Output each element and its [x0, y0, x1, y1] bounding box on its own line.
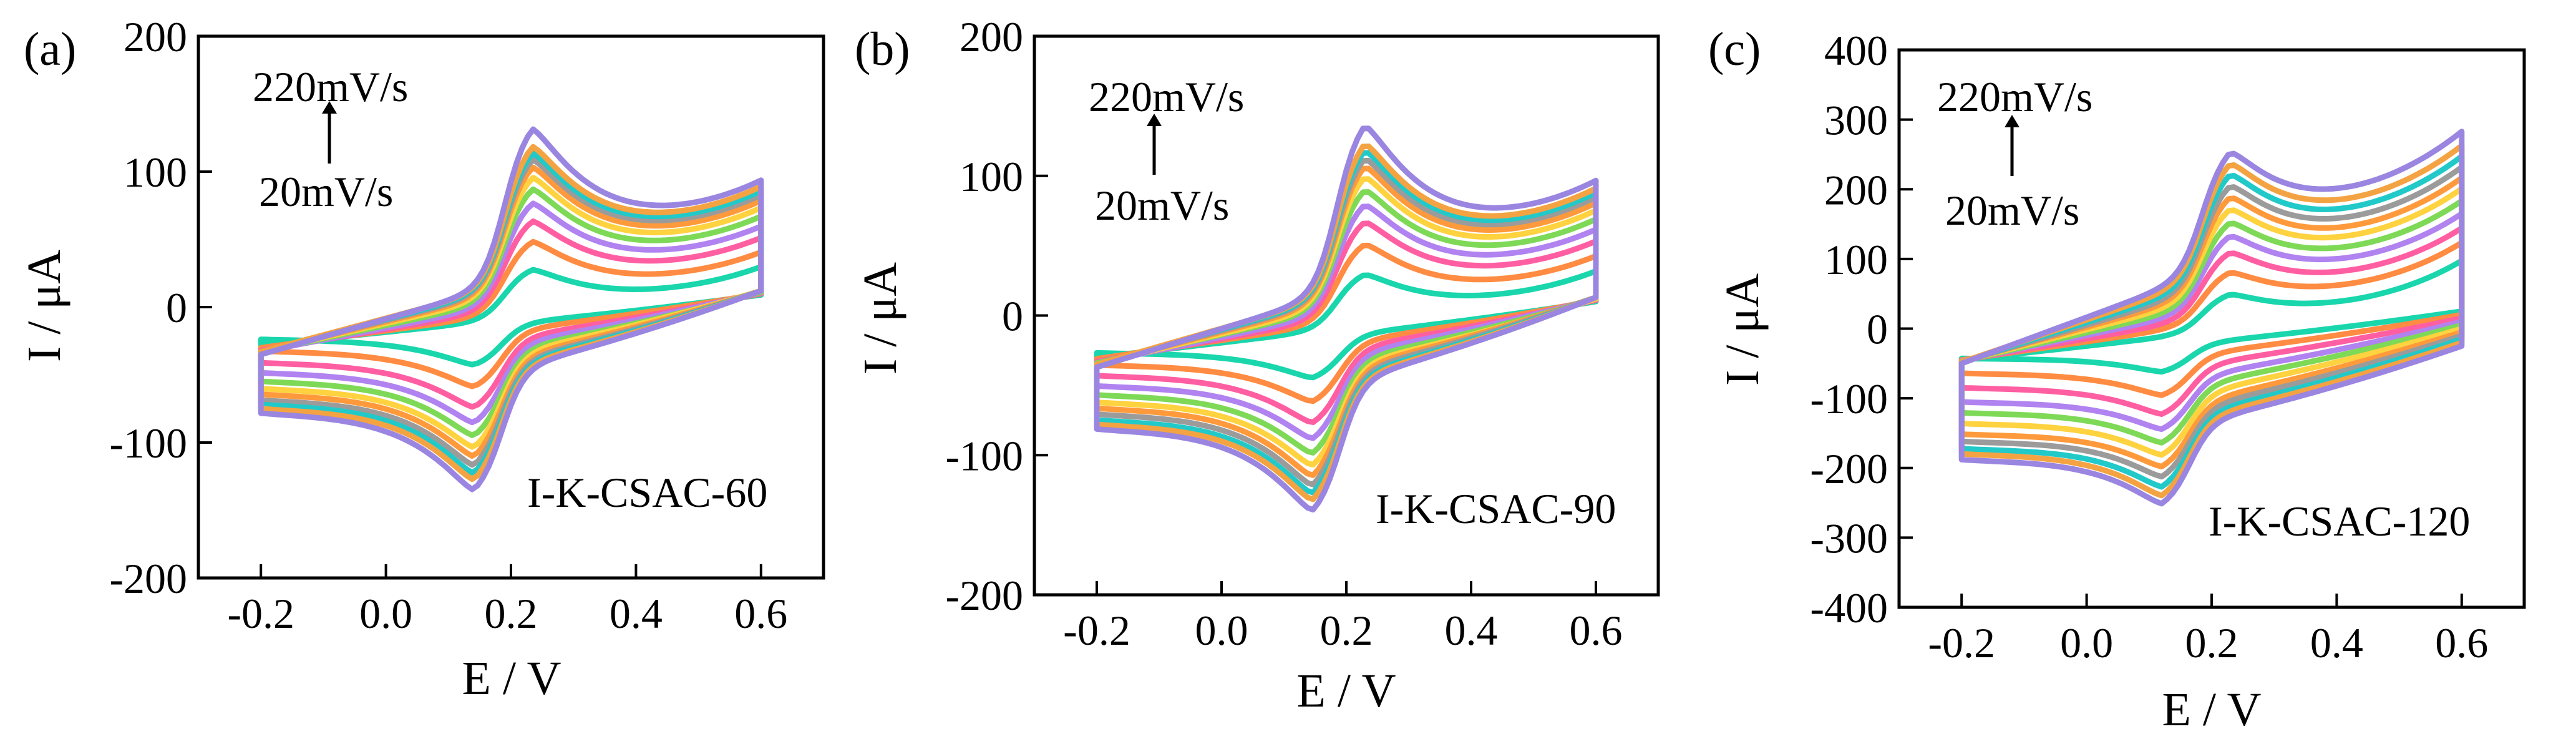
panel-a-sample-label: I-K-CSAC-60: [527, 469, 767, 516]
panel-a-axes: -0.2 0.0 0.2 0.4 0.6 200 100 0 -100 -200: [109, 13, 787, 637]
panel-c-x-tick-label-0: -0.2: [1928, 619, 1995, 667]
panel-c-y-tick-label-1: 300: [1824, 97, 1888, 144]
panel-b-y-tick-label-0: 200: [960, 13, 1023, 61]
panel-c-x-tick-label-2: 0.2: [2185, 619, 2238, 667]
panel-a-x-tick-label-4: 0.6: [734, 590, 787, 637]
panel-a-x-tick-label-1: 0.0: [359, 590, 412, 637]
panel-b-x-tick-label-1: 0.0: [1195, 607, 1248, 654]
panel-c-plot-frame: [1897, 48, 2526, 609]
panel-c-x-tick-label-4: 0.6: [2435, 619, 2488, 667]
panel-c-y-tick-label-0: 400: [1824, 27, 1888, 74]
panel-a-y-tick-label-3: -100: [109, 419, 187, 467]
panel-b-letter: (b): [855, 23, 910, 76]
panel-a-arrow-icon: [322, 101, 337, 164]
panel-b-cv-curve-220mVs: [1094, 125, 1599, 513]
panel-b-y-tick-label-1: 100: [960, 153, 1023, 200]
panel-a-x-title: E / V: [462, 652, 561, 705]
panel-b-y-tick-label-3: -100: [945, 432, 1023, 479]
panel-c-y-tick-label-5: -100: [1810, 375, 1888, 423]
panel-c: (c) -0.2 0.0 0.2 0.4 0.6 400 300 200 100 0 -100 -20…: [1708, 23, 2526, 736]
panel-c-y-tick-label-8: -400: [1810, 584, 1888, 632]
panel-c-y-tick-label-3: 100: [1824, 236, 1888, 283]
panel-b-sample-label: I-K-CSAC-90: [1376, 485, 1616, 532]
panel-c-x-title: E / V: [2162, 683, 2261, 736]
panel-b-scan-rate-bottom: 20mV/s: [1095, 182, 1229, 229]
panel-c-scan-rate-top: 220mV/s: [1937, 73, 2092, 120]
panel-a-x-tick-label-3: 0.4: [610, 590, 663, 637]
panel-b-curves: [1094, 125, 1599, 513]
panel-b-x-tick-label-3: 0.4: [1445, 607, 1498, 654]
panel-a-cv-curve-220mVs: [258, 126, 764, 492]
panel-a-y-tick-label-0: 200: [124, 13, 187, 61]
panel-b-plot-frame: [1033, 34, 1660, 597]
panel-c-x-tick-label-1: 0.0: [2060, 619, 2113, 667]
panel-b-x-tick-label-4: 0.6: [1570, 607, 1623, 654]
panel-c-letter: (c): [1708, 23, 1761, 76]
panel-c-x-tick-label-3: 0.4: [2310, 619, 2363, 667]
panel-b-y-title: I / μA: [854, 262, 906, 374]
panel-c-scan-rate-bottom: 20mV/s: [1945, 187, 2079, 234]
panel-c-curves: [1958, 129, 2465, 507]
panel-a: (a) -0.2 0.0 0.2 0.4 0.6 200 100 0 -100 -200 220m…: [18, 13, 825, 705]
panel-b-arrow-icon: [1147, 114, 1162, 175]
panel-c-axes: -0.2 0.0 0.2 0.4 0.6 400 300 200 100 0 -100 -200 -30…: [1810, 27, 2488, 667]
panel-b-x-title: E / V: [1296, 665, 1396, 717]
panel-c-sample-label: I-K-CSAC-120: [2209, 497, 2470, 545]
panel-b-scan-rate-top: 220mV/s: [1089, 73, 1244, 120]
panel-a-curves: [258, 126, 764, 492]
panel-c-cv-curve-220mVs: [1958, 129, 2465, 507]
panel-a-y-title: I / μA: [18, 250, 70, 362]
panel-c-arrow-icon: [2005, 115, 2019, 176]
panel-b-y-tick-label-2: 0: [1002, 293, 1023, 340]
panel-a-y-tick-label-1: 100: [124, 149, 187, 196]
panel-a-scan-rate-top: 220mV/s: [253, 63, 408, 110]
panel-c-y-title: I / μA: [1716, 273, 1769, 386]
panel-a-y-tick-label-2: 0: [166, 284, 187, 331]
panel-a-x-tick-label-2: 0.2: [485, 590, 538, 637]
panel-b-x-tick-label-2: 0.2: [1320, 607, 1373, 654]
panel-c-y-tick-label-7: -300: [1810, 514, 1888, 562]
panel-a-x-tick-label-0: -0.2: [227, 590, 294, 637]
panel-b-y-tick-label-4: -200: [945, 572, 1023, 619]
panel-a-y-tick-label-4: -200: [109, 555, 187, 602]
panel-c-y-tick-label-2: 200: [1824, 166, 1888, 213]
panel-a-scan-rate-bottom: 20mV/s: [259, 168, 393, 215]
panel-b-x-tick-label-0: -0.2: [1063, 607, 1130, 654]
panel-b-axes: -0.2 0.0 0.2 0.4 0.6 200 100 0 -100 -200: [945, 13, 1622, 654]
panel-b: (b) -0.2 0.0 0.2 0.4 0.6 200 100 0 -100 -200 220m…: [854, 13, 1660, 717]
panel-c-y-tick-label-6: -200: [1810, 445, 1888, 492]
panel-a-letter: (a): [24, 23, 76, 76]
panel-c-y-tick-label-4: 0: [1867, 306, 1888, 353]
panel-a-plot-frame: [197, 34, 825, 580]
